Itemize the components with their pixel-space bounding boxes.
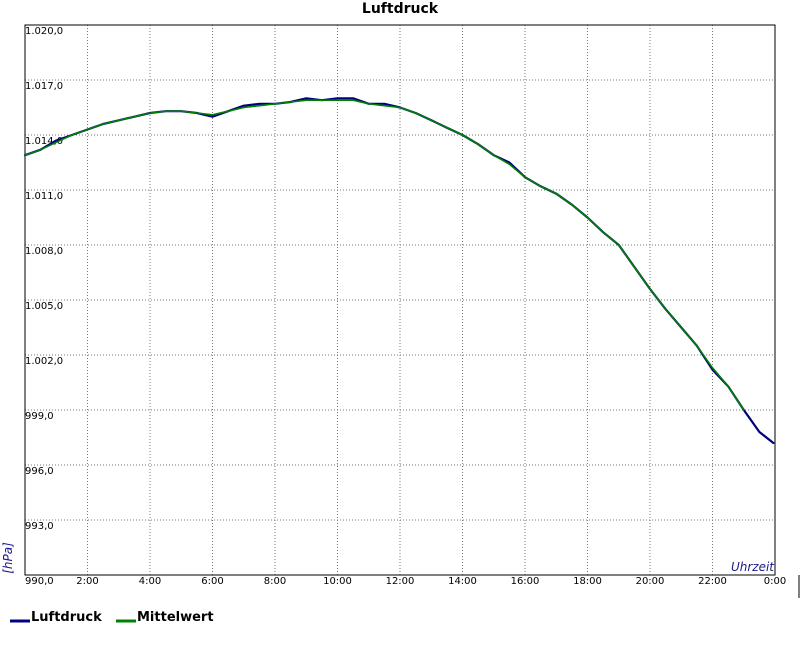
legend-label-luftdruck: Luftdruck <box>31 610 102 625</box>
series-line-mittelwert <box>24 99 745 411</box>
y-tick-label: 993,0 <box>25 521 54 532</box>
x-tick-label: 0:00 <box>764 576 786 587</box>
y-tick-label: 1.011,0 <box>25 191 63 202</box>
x-tick-label: 8:00 <box>264 576 286 587</box>
x-axis-label: Uhrzeit <box>731 560 775 574</box>
series-line-luftdruck <box>23 97 775 445</box>
series <box>23 97 775 445</box>
x-tick-label: 22:00 <box>698 576 727 587</box>
x-tick-label: 12:00 <box>386 576 415 587</box>
x-tick-label: 2:00 <box>76 576 98 587</box>
grid <box>25 25 775 575</box>
y-axis-label: [hPa] <box>1 542 15 574</box>
x-tick-label: 4:00 <box>139 576 161 587</box>
y-tick-label: 999,0 <box>25 411 54 422</box>
plot-frame <box>24 24 776 576</box>
x-tick-label: 18:00 <box>573 576 602 587</box>
y-tick-label: 1.017,0 <box>25 81 63 92</box>
y-tick-label: 996,0 <box>25 466 54 477</box>
x-tick-label: 6:00 <box>201 576 223 587</box>
x-tick-label: 20:00 <box>636 576 665 587</box>
y-tick-label: 1.002,0 <box>25 356 63 367</box>
y-tick-label: 1.008,0 <box>25 246 63 257</box>
legend: Luftdruck Mittelwert <box>10 610 214 625</box>
y-tick-label: 1.014,0 <box>25 136 63 147</box>
x-tick-label: 16:00 <box>511 576 540 587</box>
x-tick-label: 14:00 <box>448 576 477 587</box>
y-tick-label: 1.020,0 <box>25 26 63 37</box>
x-tick-label: 10:00 <box>323 576 352 587</box>
y-tick-label: 990,0 <box>25 576 54 587</box>
x-ticks: 2:00 4:00 6:00 8:00 10:00 12:00 14:00 16:00 18:0… <box>76 576 786 587</box>
y-tick-label: 1.005,0 <box>25 301 63 312</box>
legend-label-mittelwert: Mittelwert <box>137 610 214 625</box>
chart-title: Luftdruck <box>362 1 439 17</box>
y-ticks: 990,0 993,0 996,0 999,0 1.002,0 1.005,0 1.008,… <box>25 26 63 587</box>
